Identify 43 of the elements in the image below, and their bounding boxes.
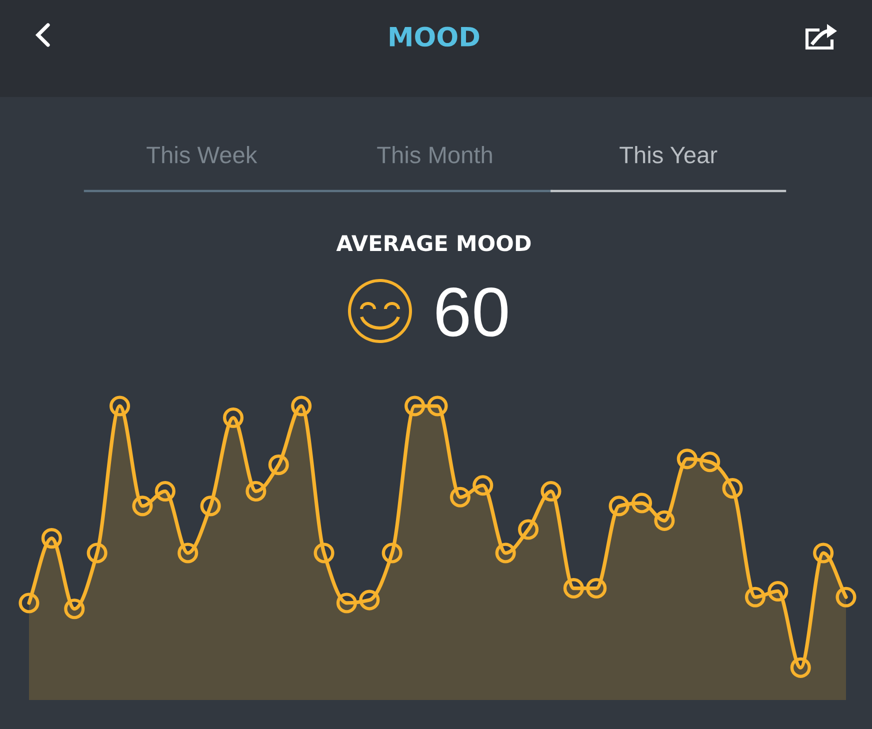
point — [654, 510, 675, 531]
point — [154, 480, 176, 502]
point — [813, 542, 834, 564]
point — [382, 542, 402, 564]
point — [744, 586, 766, 608]
point — [291, 396, 312, 416]
point — [518, 519, 539, 540]
point — [768, 580, 788, 602]
point — [495, 542, 516, 564]
point — [86, 542, 108, 564]
chart-subtitle: AVERAGE MOOD — [336, 234, 531, 252]
point — [200, 496, 221, 516]
point — [132, 496, 153, 516]
point — [222, 407, 244, 428]
point — [722, 478, 743, 499]
text: This Week — [146, 146, 258, 164]
text: This Year — [620, 146, 718, 164]
point — [268, 454, 289, 476]
text: This Month — [377, 146, 492, 164]
point — [246, 480, 266, 502]
point — [178, 542, 198, 564]
point — [472, 475, 494, 496]
point — [404, 396, 426, 416]
point — [836, 586, 856, 608]
point — [41, 528, 62, 549]
point — [676, 448, 698, 470]
point — [631, 492, 652, 514]
text: 60 — [436, 287, 508, 337]
point — [336, 592, 358, 614]
point — [109, 396, 130, 416]
point — [427, 396, 448, 416]
point — [18, 592, 40, 614]
point — [700, 452, 720, 472]
point — [790, 657, 811, 678]
chart-title: MOOD — [390, 26, 480, 47]
point — [586, 578, 607, 599]
point — [563, 578, 584, 599]
point — [450, 486, 470, 508]
point — [314, 542, 334, 564]
point — [359, 590, 380, 610]
point — [540, 480, 562, 502]
point — [608, 496, 630, 516]
point — [64, 598, 85, 620]
